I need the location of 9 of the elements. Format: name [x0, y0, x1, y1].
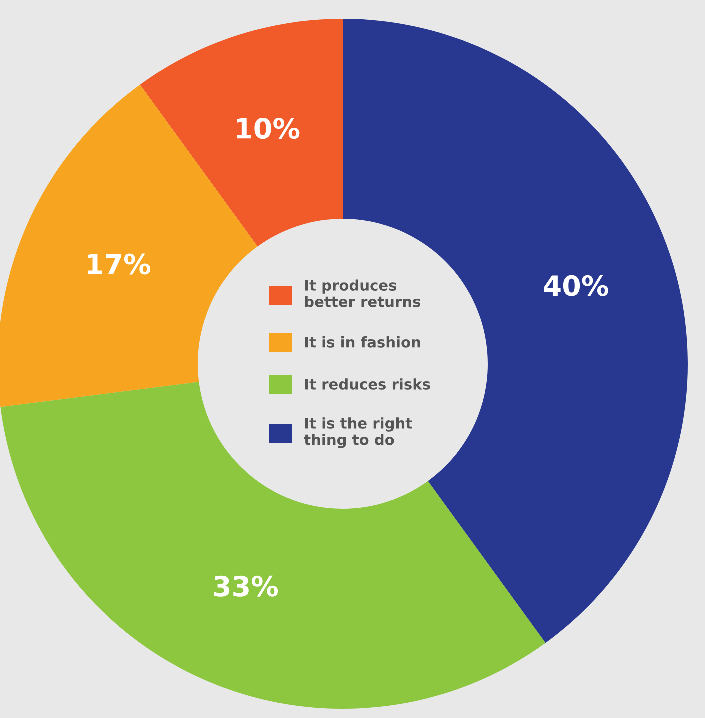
- legend-label: It produces better returns: [305, 280, 421, 308]
- donut-slice: [140, 19, 343, 247]
- legend-label: It reduces risks: [305, 378, 430, 390]
- data-label: 40%: [544, 275, 608, 296]
- data-label: 17%: [88, 254, 151, 275]
- data-label: 10%: [237, 118, 300, 140]
- legend-label: It is in fashion: [305, 336, 420, 348]
- legend-label: It is the right thing to do: [304, 418, 412, 448]
- data-label: 33%: [214, 576, 278, 597]
